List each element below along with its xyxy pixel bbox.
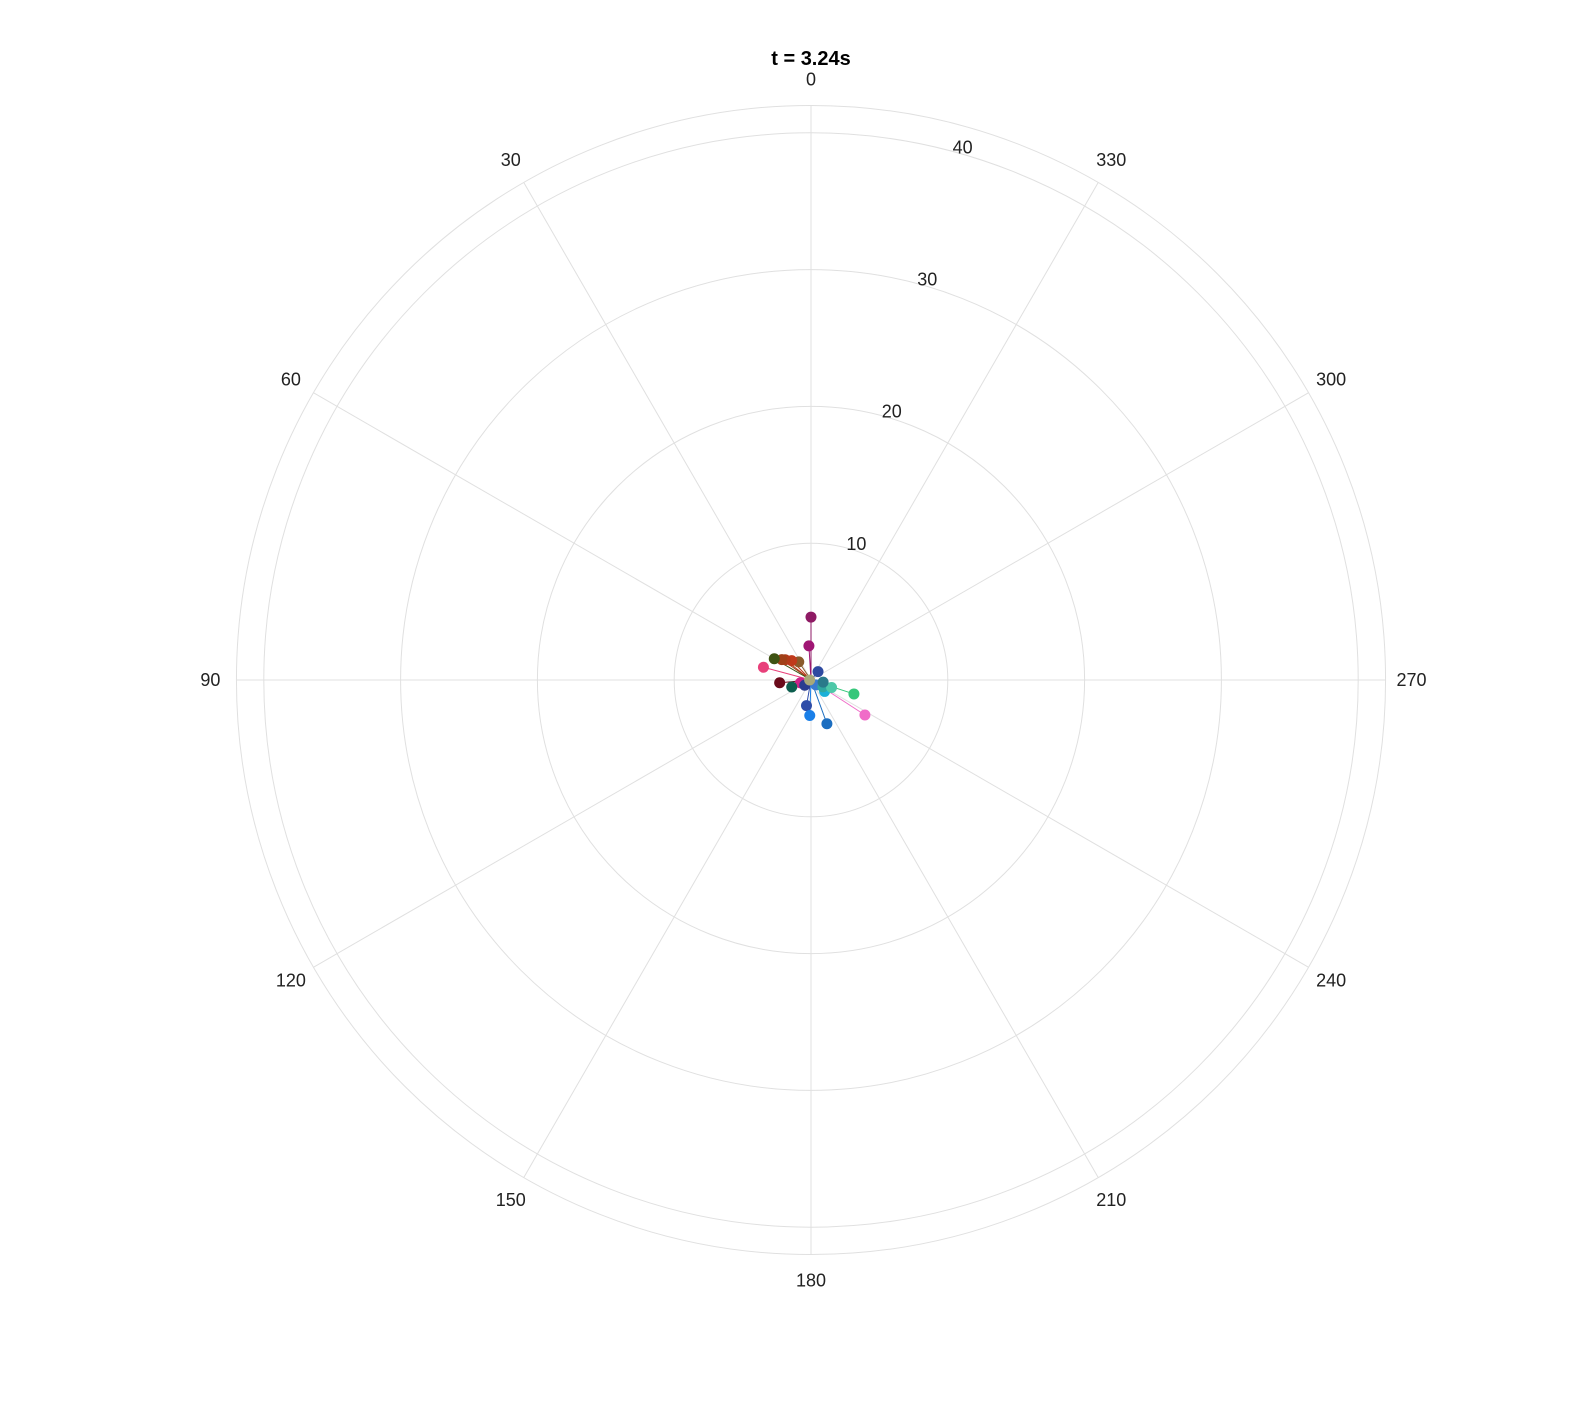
angular-tick-label: 0 (806, 69, 816, 89)
angular-tick-label: 240 (1316, 970, 1346, 990)
data-point (821, 718, 833, 730)
data-point (812, 666, 824, 678)
angular-tick-label: 120 (276, 970, 306, 990)
angular-gridline (810, 679, 1099, 1178)
angular-tick-label: 60 (281, 370, 301, 390)
angular-tick-label: 300 (1316, 370, 1346, 390)
data-point (774, 677, 786, 689)
angular-tick-label: 150 (496, 1190, 526, 1210)
tick-labels: 0 30 60 90 120 150 180 210 240 270 300 330 10 20 30 40 (200, 69, 1426, 1290)
angular-gridline (313, 392, 812, 681)
angular-tick-label: 330 (1096, 150, 1126, 170)
angular-gridline (810, 679, 1309, 968)
angular-gridline (313, 679, 812, 968)
data-point (786, 681, 798, 693)
data-point (800, 700, 812, 712)
polar-grid (235, 104, 1387, 1256)
data-point (848, 688, 860, 700)
radial-tick-label: 30 (917, 270, 937, 290)
data-point (803, 640, 815, 652)
data-point (805, 611, 817, 623)
angular-tick-label: 270 (1397, 670, 1427, 690)
data-point (859, 709, 871, 721)
radial-tick-label: 20 (882, 402, 902, 422)
data-stem (763, 666, 812, 681)
angular-tick-label: 90 (200, 670, 220, 690)
angular-tick-label: 30 (501, 150, 521, 170)
data-point (757, 661, 769, 673)
data-point (817, 676, 829, 688)
data-point (826, 681, 838, 693)
angular-gridline (810, 182, 1099, 681)
angular-gridline (810, 392, 1309, 681)
data-point (804, 710, 816, 722)
angular-tick-label: 180 (796, 1271, 826, 1291)
chart-title: t = 3.24s (771, 48, 851, 70)
angular-gridline (523, 182, 812, 681)
radial-tick-label: 10 (846, 534, 866, 554)
data-point (804, 674, 816, 686)
data-stem (808, 645, 812, 681)
data-point (768, 653, 780, 665)
radial-tick-label: 40 (953, 137, 973, 157)
data-points (757, 611, 871, 730)
angular-gridline (523, 679, 812, 1178)
angular-tick-label: 210 (1096, 1190, 1126, 1210)
